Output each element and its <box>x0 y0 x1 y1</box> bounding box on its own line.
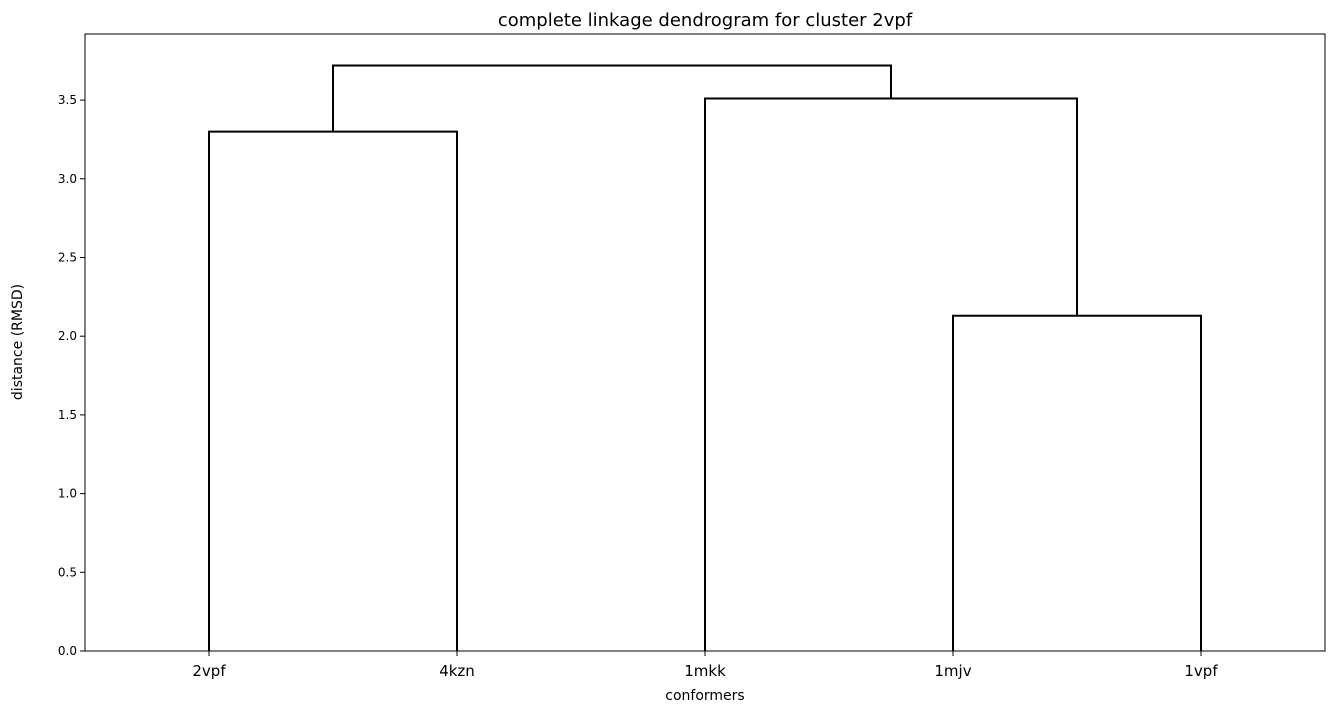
dendrogram-link <box>704 97 1078 651</box>
x-axis: 2vpf 4kzn 1mkk 1mjv 1vpf <box>192 651 1218 680</box>
leaf-label: 4kzn <box>439 662 475 680</box>
leaf-label: 1mjv <box>934 662 971 680</box>
y-axis-label: distance (RMSD) <box>10 284 26 400</box>
y-tick-label: 3.5 <box>58 93 77 107</box>
dendrogram-links <box>208 64 1202 651</box>
y-axis: 0.0 0.5 1.0 1.5 2.0 2.5 3.0 3.5 <box>58 93 85 658</box>
plot-area: 0.0 0.5 1.0 1.5 2.0 2.5 3.0 3.5 2vpf 4kzn 1mkk 1mj… <box>58 33 1326 680</box>
dendrogram-link <box>952 314 1202 651</box>
dendrogram-link <box>208 130 458 651</box>
y-tick-label: 1.5 <box>58 408 77 422</box>
y-tick-label: 2.0 <box>58 329 77 343</box>
y-tick-label: 3.0 <box>58 172 77 186</box>
leaf-label: 1mkk <box>684 662 726 680</box>
leaf-label: 1vpf <box>1184 662 1218 680</box>
y-tick-label: 2.5 <box>58 251 77 265</box>
chart-title: complete linkage dendrogram for cluster … <box>498 10 913 31</box>
y-tick-label: 0.0 <box>58 644 77 658</box>
y-tick-label: 1.0 <box>58 487 77 501</box>
y-tick-label: 0.5 <box>58 565 77 579</box>
x-axis-label: conformers <box>665 688 744 704</box>
leaf-label: 2vpf <box>192 662 226 680</box>
dendrogram-link <box>332 64 892 132</box>
